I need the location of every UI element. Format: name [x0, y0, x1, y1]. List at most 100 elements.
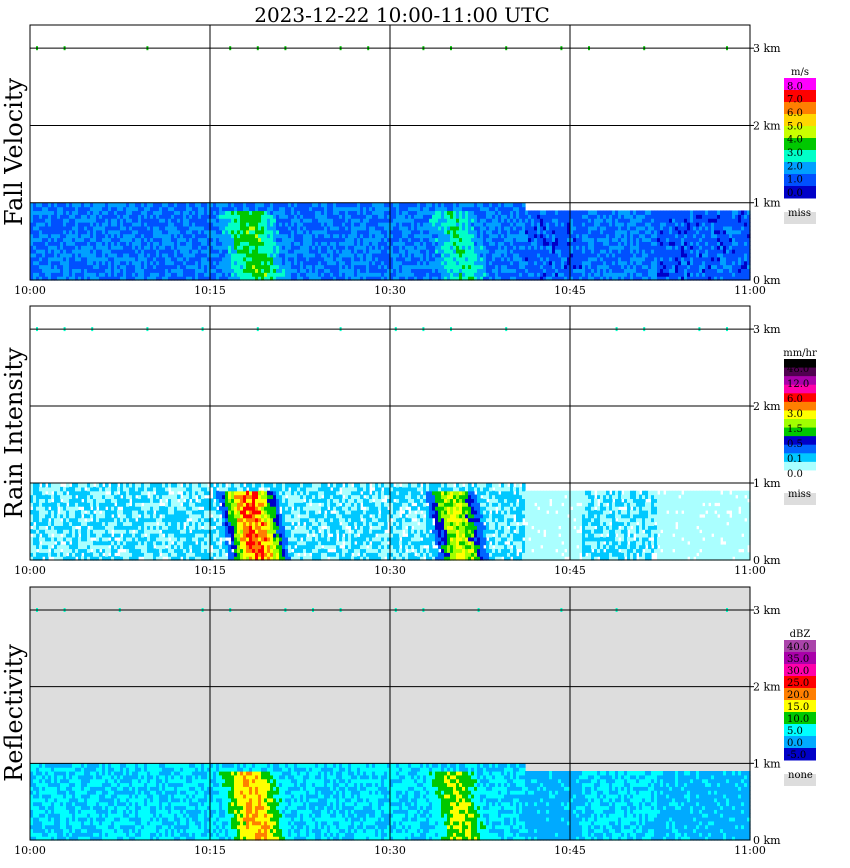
data-cell	[54, 229, 58, 235]
data-cell	[84, 249, 88, 254]
data-cell	[51, 225, 55, 231]
data-cell	[162, 206, 166, 212]
data-cell	[42, 222, 46, 227]
data-cell	[144, 214, 148, 219]
data-cell	[42, 237, 46, 242]
data-cell	[93, 214, 97, 219]
data-cell	[156, 202, 160, 208]
data-cell	[120, 218, 124, 223]
data-cell	[84, 237, 88, 242]
data-cell	[123, 264, 127, 270]
data-cell	[30, 214, 34, 219]
data-cell	[135, 225, 139, 231]
data-cell	[147, 268, 151, 273]
data-cell	[102, 225, 106, 231]
data-cell	[120, 241, 124, 246]
data-cell	[90, 202, 94, 208]
data-cell	[54, 264, 58, 270]
data-cell	[30, 206, 34, 212]
data-cell	[48, 229, 52, 235]
data-cell	[63, 206, 67, 212]
data-cell	[57, 276, 61, 281]
data-cell	[87, 256, 91, 262]
data-cell	[153, 276, 157, 281]
data-cell	[156, 260, 160, 266]
data-cell	[78, 276, 82, 281]
data-cell	[63, 260, 67, 266]
data-cell	[51, 540, 55, 546]
data-cell	[57, 498, 61, 503]
data-cell	[168, 218, 172, 223]
data-cell	[162, 214, 166, 219]
data-cell	[51, 229, 55, 235]
data-cell	[126, 206, 130, 212]
data-cell	[153, 225, 157, 231]
height-tick-label: 3 km	[753, 42, 781, 55]
data-cell	[108, 264, 112, 270]
data-cell	[108, 206, 112, 212]
data-cell	[30, 521, 34, 526]
data-cell	[39, 276, 43, 281]
data-cell	[75, 249, 79, 254]
data-cell	[144, 241, 148, 246]
data-cell	[93, 245, 97, 250]
data-cell	[54, 509, 58, 515]
data-cell	[165, 241, 169, 246]
data-cell	[132, 233, 136, 239]
data-cell	[42, 249, 46, 254]
data-cell	[120, 260, 124, 266]
data-cell	[102, 222, 106, 227]
data-cell	[144, 276, 148, 281]
data-cell	[117, 237, 121, 242]
data-cell	[87, 222, 91, 227]
data-cell	[66, 206, 70, 212]
data-cell	[36, 268, 40, 273]
data-cell	[159, 218, 163, 223]
data-cell	[108, 241, 112, 246]
data-cell	[135, 229, 139, 235]
data-cell	[111, 245, 115, 250]
data-cell	[123, 206, 127, 212]
data-cell	[114, 218, 118, 223]
data-cell	[30, 245, 34, 250]
data-cell	[81, 237, 85, 242]
data-cell	[84, 256, 88, 262]
data-cell	[33, 272, 37, 277]
data-cell	[42, 252, 46, 258]
data-cell	[132, 214, 136, 219]
data-cell	[141, 241, 145, 246]
data-cell	[90, 222, 94, 227]
data-cell	[171, 249, 175, 254]
height-tick-label: 1 km	[753, 197, 781, 210]
data-cell	[51, 276, 55, 281]
data-cell	[90, 233, 94, 239]
data-cell	[102, 268, 106, 273]
data-cell	[141, 206, 145, 212]
data-cell	[141, 252, 145, 258]
data-cell	[147, 210, 151, 215]
data-cell	[138, 210, 142, 215]
data-cell	[30, 260, 34, 266]
data-cell	[72, 256, 76, 262]
data-cell	[102, 233, 106, 239]
data-cell	[153, 264, 157, 270]
data-cell	[147, 276, 151, 281]
data-cell	[105, 222, 109, 227]
data-cell	[39, 256, 43, 262]
data-cell	[69, 260, 73, 266]
data-cell	[102, 229, 106, 235]
data-cell	[138, 245, 142, 250]
data-cell	[36, 540, 40, 546]
data-cell	[108, 202, 112, 208]
x-tick-label: 10:45	[554, 284, 586, 297]
data-cell	[138, 229, 142, 235]
data-cell	[144, 249, 148, 254]
data-cell	[60, 241, 64, 246]
data-cell	[90, 249, 94, 254]
data-cell	[129, 225, 133, 231]
data-cell	[114, 241, 118, 246]
data-cell	[153, 272, 157, 277]
data-cell	[126, 276, 130, 281]
data-cell	[153, 229, 157, 235]
